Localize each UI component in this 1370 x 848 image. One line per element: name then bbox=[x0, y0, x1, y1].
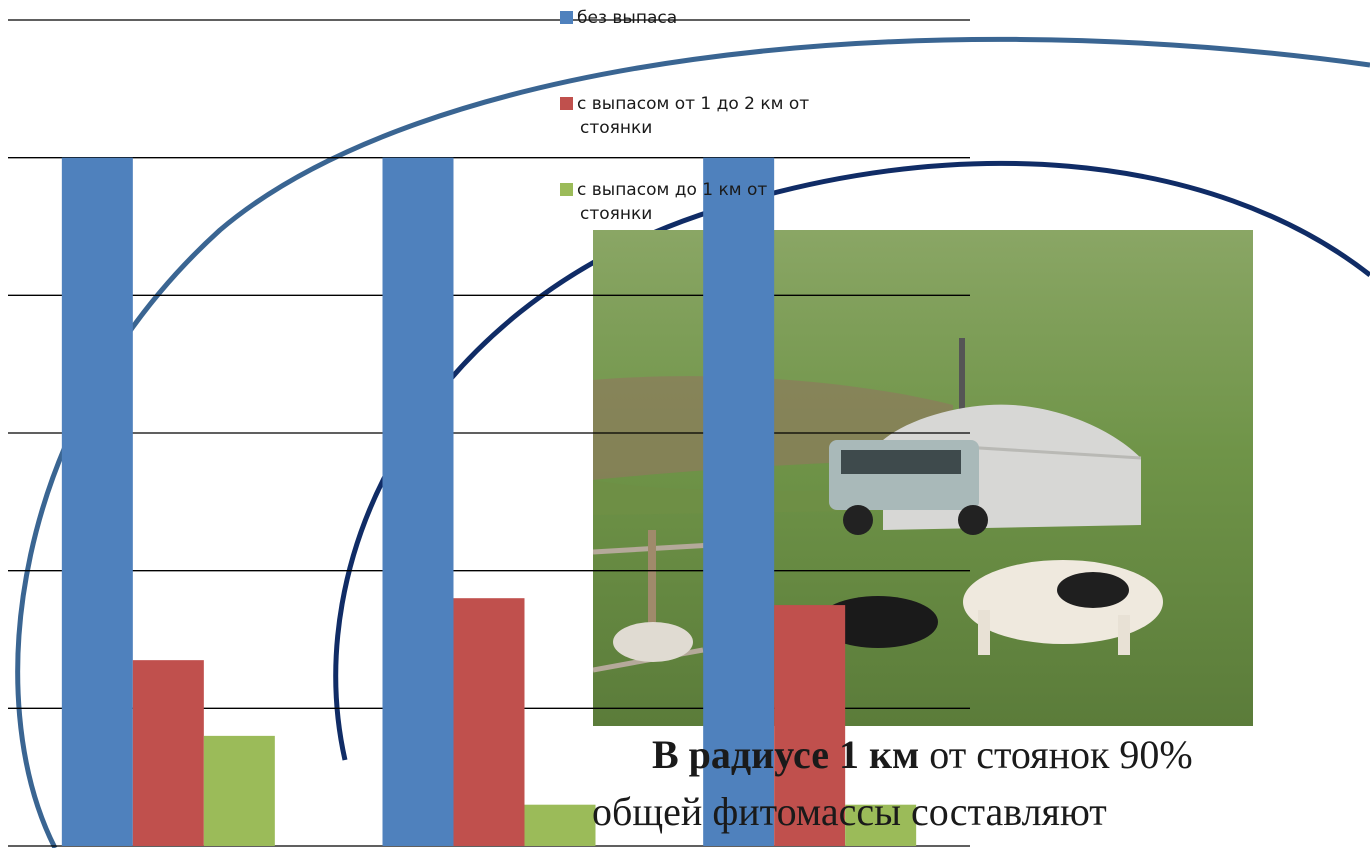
caption-line-2-text: общей фитомассы составляют bbox=[592, 789, 1107, 834]
legend-swatch-blue bbox=[560, 11, 573, 24]
legend-label: с выпасом от 1 до 2 км от bbox=[577, 94, 810, 114]
legend-label-cont: стоянки bbox=[580, 204, 653, 224]
bar-series-1-category-3 bbox=[703, 157, 775, 846]
bar-series-2-category-3 bbox=[774, 605, 846, 846]
bar-series-2-category-1 bbox=[132, 660, 204, 846]
legend-label: без выпаса bbox=[577, 8, 678, 28]
legend-item-grazing-under-1km: с выпасом до 1 км от стоянки bbox=[560, 178, 767, 226]
caption-line-1: В радиусе 1 км от стоянок 90% bbox=[652, 731, 1193, 779]
legend-label-cont: стоянки bbox=[580, 118, 653, 138]
caption-rest: от стоянок 90% bbox=[919, 732, 1193, 777]
bar-series-1-category-2 bbox=[382, 157, 454, 846]
caption-line-2: общей фитомассы составляют bbox=[592, 788, 1107, 836]
legend-swatch-green bbox=[560, 183, 573, 196]
bar-series-2-category-2 bbox=[453, 598, 525, 846]
caption-bold: В радиусе 1 км bbox=[652, 732, 920, 777]
legend-item-no-grazing: без выпаса bbox=[560, 6, 677, 30]
legend-label: с выпасом до 1 км от bbox=[577, 180, 768, 200]
legend-item-grazing-1-2km: с выпасом от 1 до 2 км от стоянки bbox=[560, 92, 809, 140]
bar-series-1-category-1 bbox=[61, 157, 133, 846]
bar-series-3-category-3 bbox=[845, 804, 917, 846]
bar-series-3-category-1 bbox=[203, 735, 275, 846]
legend-swatch-red bbox=[560, 97, 573, 110]
bar-series-3-category-2 bbox=[524, 804, 596, 846]
